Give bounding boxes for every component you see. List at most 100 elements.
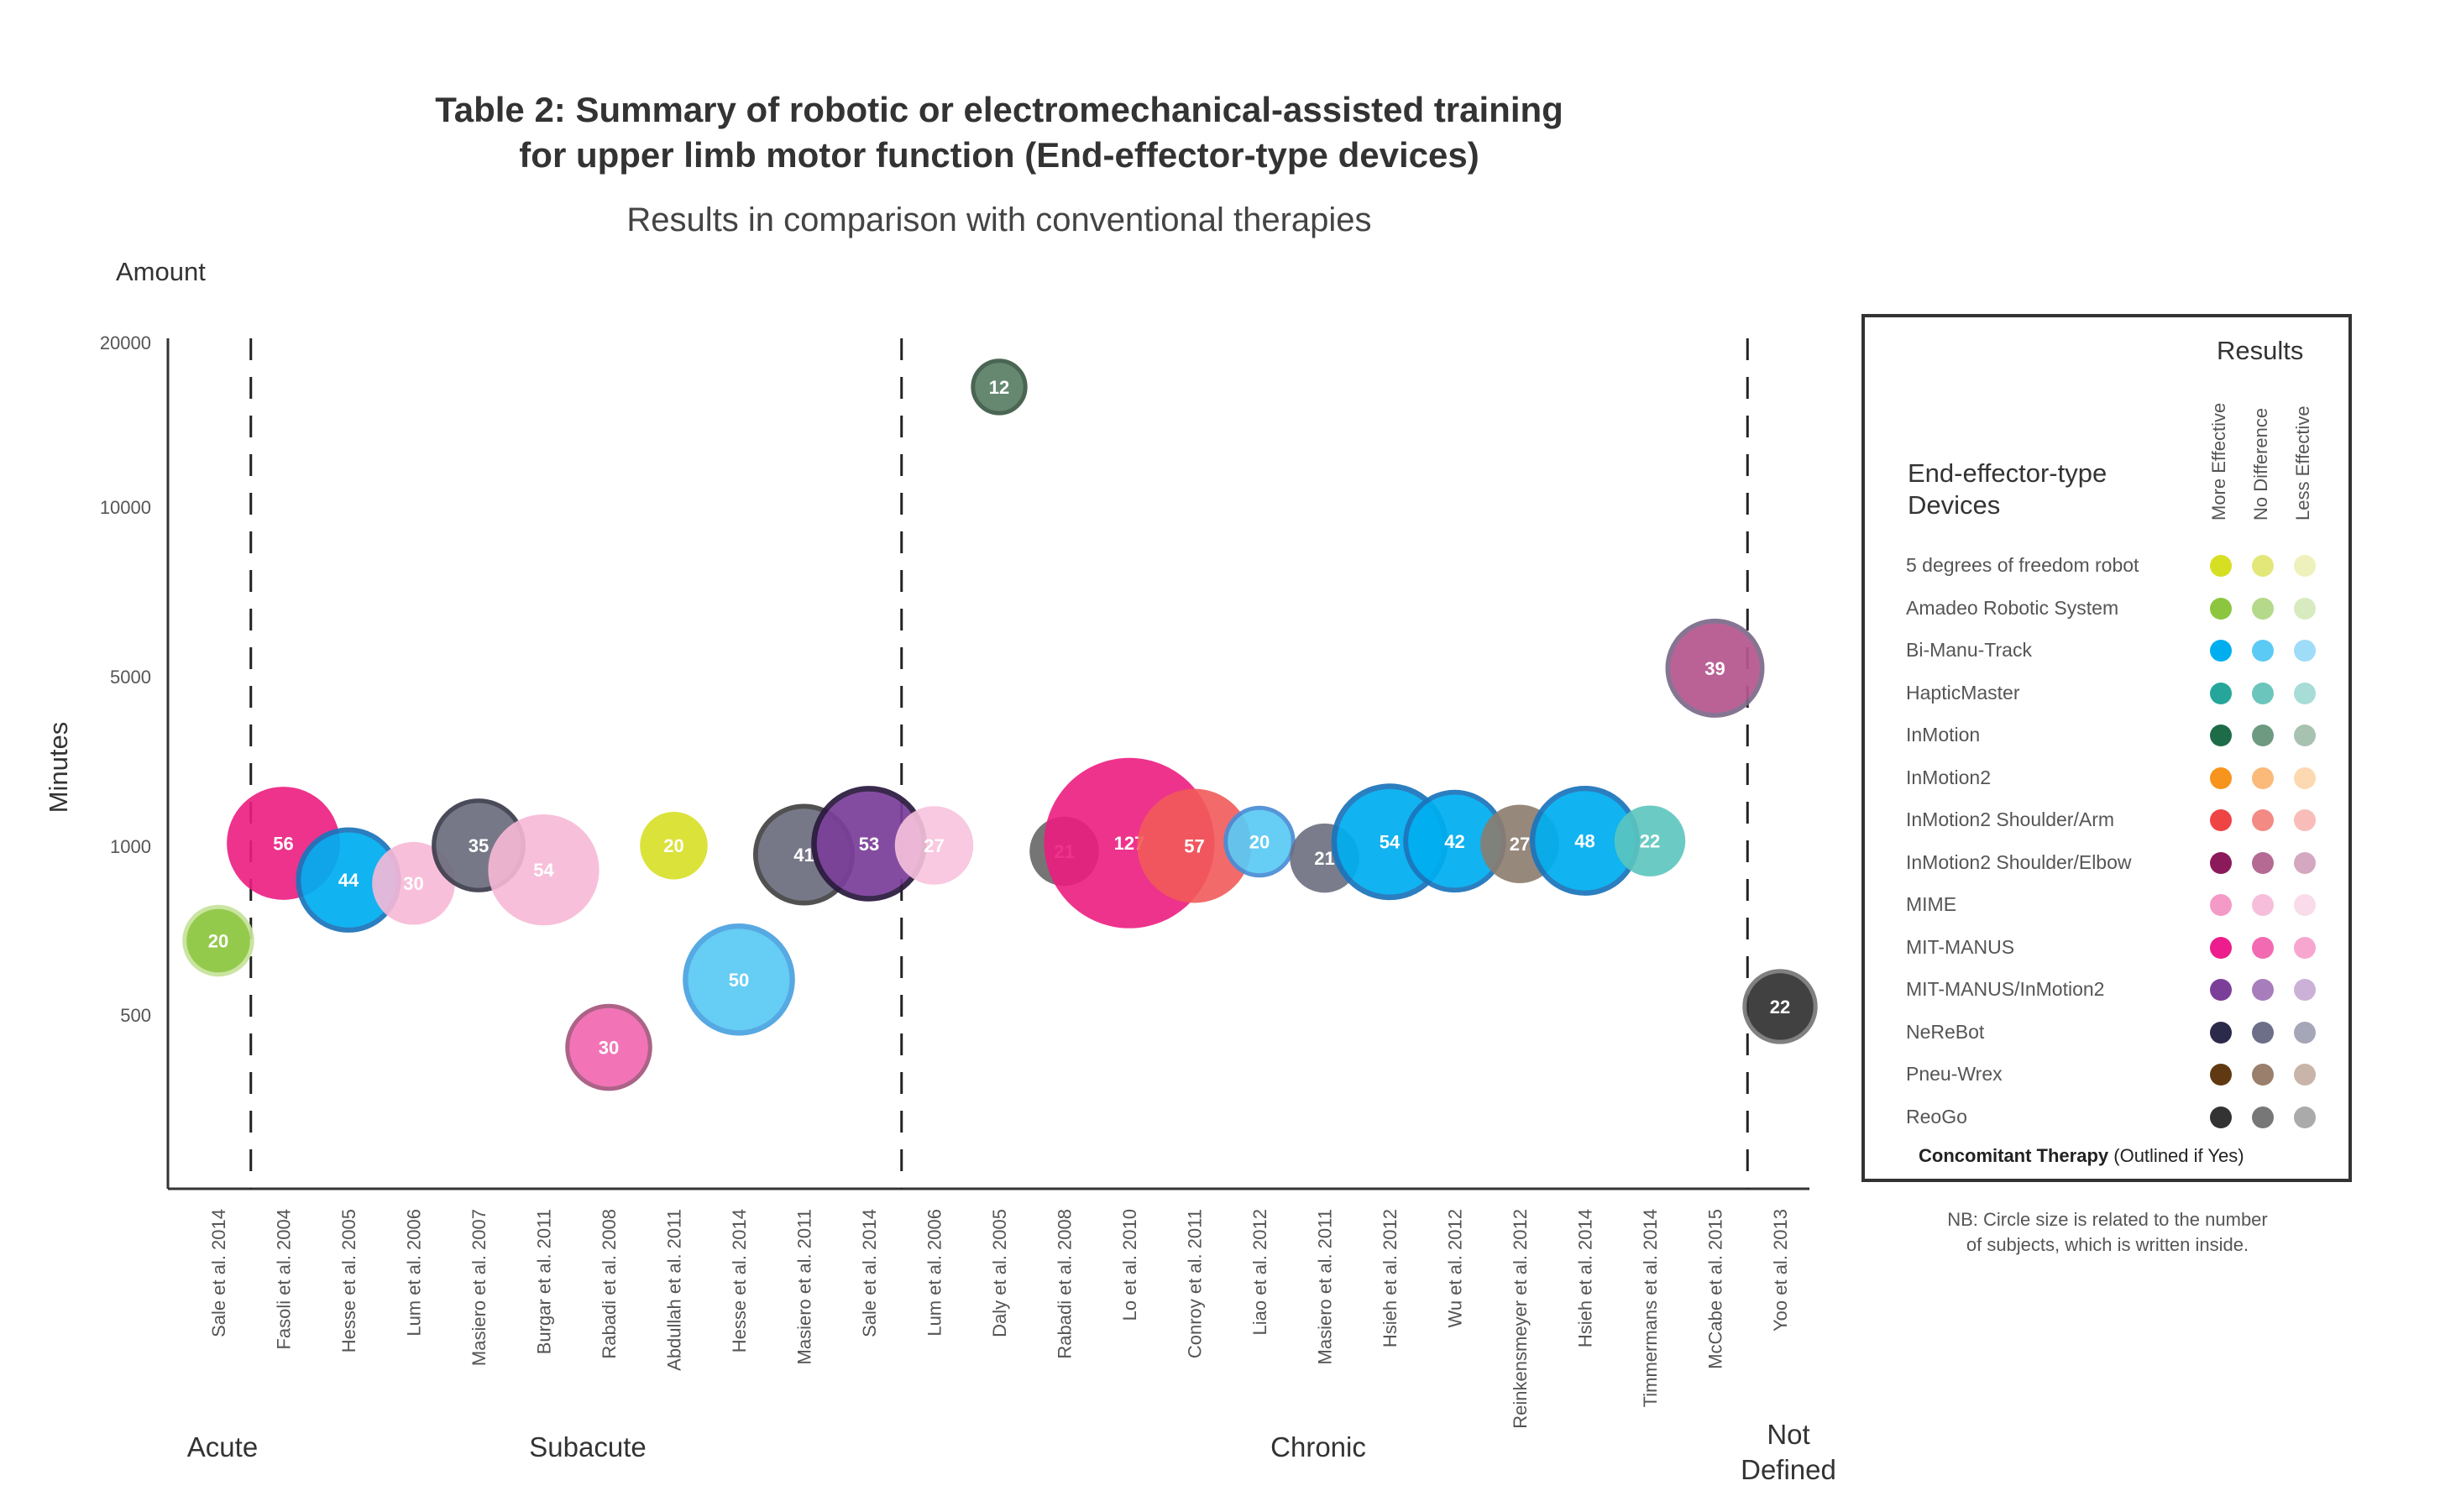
x-tick-label-15: Conroy et al. 2011 xyxy=(1185,1209,1206,1358)
legend-row-label: InMotion2 xyxy=(1906,766,1992,788)
bubble-label-11: 27 xyxy=(924,835,944,856)
phase-label-not-defined: Not Defined xyxy=(1741,1419,1836,1485)
legend-swatch xyxy=(2294,725,2316,746)
legend-swatch xyxy=(2294,766,2316,789)
bubble-24 xyxy=(1742,969,1818,1044)
legend-footer: Concomitant Therapy (Outlined if Yes) xyxy=(1919,1145,2244,1167)
phase-label-acute: Acute xyxy=(186,1431,259,1462)
legend-results-title: Results xyxy=(2217,336,2304,365)
legend-row-label: HapticMaster xyxy=(1906,681,2020,704)
y-tick-label-3: 1000 xyxy=(110,836,151,857)
legend-swatch xyxy=(2210,640,2232,662)
x-tick-label-4: Masiero et al. 2007 xyxy=(469,1209,490,1366)
legend-col-more-effective: More Effective xyxy=(2208,402,2229,521)
phase-label-subacute: Subacute xyxy=(529,1431,647,1462)
x-tick-label-20: Reinkensmeyer et al. 2012 xyxy=(1510,1209,1531,1429)
legend-swatch xyxy=(2210,851,2232,874)
legend-swatch xyxy=(2252,725,2274,746)
legend-row-label: InMotion xyxy=(1906,724,1981,746)
legend-swatch xyxy=(2294,936,2316,959)
bubble-label-10: 53 xyxy=(859,834,879,855)
x-tick-label-19: Wu et al. 2012 xyxy=(1445,1209,1466,1327)
x-tick-label-6: Rabadi et al. 2008 xyxy=(599,1209,620,1359)
bubble-label-15: 57 xyxy=(1184,835,1204,856)
y-tick-label-0: 20000 xyxy=(100,332,151,353)
legend-row-label: 5 degrees of freedom robot xyxy=(1906,554,2139,576)
bubble-16 xyxy=(1223,805,1296,878)
bubble-label-7: 20 xyxy=(663,835,683,856)
legend-swatch xyxy=(2252,640,2274,662)
bubble-label-8: 50 xyxy=(729,970,749,991)
legend-row-label: Pneu-Wrex xyxy=(1906,1063,2003,1085)
bubble-3 xyxy=(372,841,455,925)
legend-swatch xyxy=(2210,1064,2232,1086)
bubble-0 xyxy=(182,904,254,977)
bubble-11 xyxy=(894,806,974,885)
legend-swatch xyxy=(2210,894,2232,916)
legend-swatch xyxy=(2210,766,2232,789)
legend-swatch xyxy=(2210,597,2232,620)
legend-col-less-effective: Less Effective xyxy=(2292,405,2313,521)
bubble-12 xyxy=(971,358,1028,416)
bubble-label-1: 56 xyxy=(273,833,293,854)
bubble-label-17: 21 xyxy=(1314,848,1334,869)
bubble-23 xyxy=(1665,618,1765,718)
x-tick-label-16: Liao et al. 2012 xyxy=(1249,1209,1270,1335)
x-tick-label-7: Abdullah et al. 2011 xyxy=(664,1209,685,1371)
legend-row-label: MIME xyxy=(1906,893,1957,915)
legend-row-label: Bi-Manu-Track xyxy=(1906,639,2032,661)
legend-swatch xyxy=(2210,555,2232,577)
x-tick-label-3: Lum et al. 2006 xyxy=(404,1209,425,1337)
legend-swatch xyxy=(2294,809,2316,831)
bubble-label-12: 12 xyxy=(989,377,1009,398)
x-tick-label-9: Masiero et al. 2011 xyxy=(794,1209,815,1364)
legend-row-label: NeReBot xyxy=(1906,1020,1985,1043)
legend-swatch xyxy=(2210,725,2232,746)
legend-swatch xyxy=(2252,936,2274,959)
x-tick-label-18: Hsieh et al. 2012 xyxy=(1380,1209,1401,1347)
x-tick-label-21: Hsieh et al. 2014 xyxy=(1575,1209,1596,1347)
x-tick-label-22: Timmermans et al. 2014 xyxy=(1640,1209,1661,1407)
bubble-label-20: 27 xyxy=(1510,834,1530,855)
y-tick-label-2: 5000 xyxy=(110,667,151,688)
legend-row-label: InMotion2 Shoulder/Arm xyxy=(1906,808,2115,830)
legend-footer-rest: (Outlined if Yes) xyxy=(2108,1145,2244,1166)
bubble-label-18: 54 xyxy=(1380,832,1401,853)
y-axis-top-label: Amount xyxy=(116,257,206,286)
bubble-label-3: 30 xyxy=(403,873,423,894)
legend-swatch xyxy=(2210,979,2232,1001)
chart-title: Table 2: Summary of robotic or electrome… xyxy=(202,87,1797,178)
legend-row-label: Amadeo Robotic System xyxy=(1906,596,2119,619)
bubble-22 xyxy=(1614,805,1686,876)
x-tick-label-13: Rabadi et al. 2008 xyxy=(1055,1209,1076,1359)
legend-swatch xyxy=(2294,640,2316,662)
legend-swatch xyxy=(2252,809,2274,831)
legend-swatch xyxy=(2252,555,2274,577)
bubble-label-19: 42 xyxy=(1444,831,1464,852)
legend-box xyxy=(1861,314,2352,1182)
chart-title-line1: Table 2: Summary of robotic or electrome… xyxy=(435,90,1563,129)
x-tick-label-2: Hesse et al. 2005 xyxy=(338,1209,359,1352)
bubble-7 xyxy=(640,811,708,880)
x-tick-label-14: Lo et al. 2010 xyxy=(1119,1209,1140,1321)
legend-swatch xyxy=(2252,766,2274,789)
legend-swatch xyxy=(2294,682,2316,704)
phase-label-chronic: Chronic xyxy=(1270,1431,1366,1462)
legend-footer-bold: Concomitant Therapy xyxy=(1919,1145,2109,1166)
y-tick-label-4: 500 xyxy=(120,1005,151,1026)
x-tick-label-1: Fasoli et al. 2004 xyxy=(274,1209,295,1350)
bubble-label-2: 44 xyxy=(338,870,359,891)
legend-swatch xyxy=(2210,682,2232,704)
legend-col-no-difference: No Difference xyxy=(2250,407,2271,521)
bubble-label-24: 22 xyxy=(1770,997,1790,1018)
legend-swatch xyxy=(2294,555,2316,577)
bubble-6 xyxy=(565,1003,652,1091)
y-tick-label-1: 10000 xyxy=(100,497,151,518)
x-tick-label-8: Hesse et al. 2014 xyxy=(729,1209,750,1352)
bubble-label-6: 30 xyxy=(599,1038,619,1059)
legend-swatch xyxy=(2210,936,2232,959)
x-tick-label-0: Sale et al. 2014 xyxy=(208,1209,229,1337)
legend-row-label: MIT-MANUS xyxy=(1906,935,2015,958)
legend-row-label: InMotion2 Shoulder/Elbow xyxy=(1906,850,2132,873)
